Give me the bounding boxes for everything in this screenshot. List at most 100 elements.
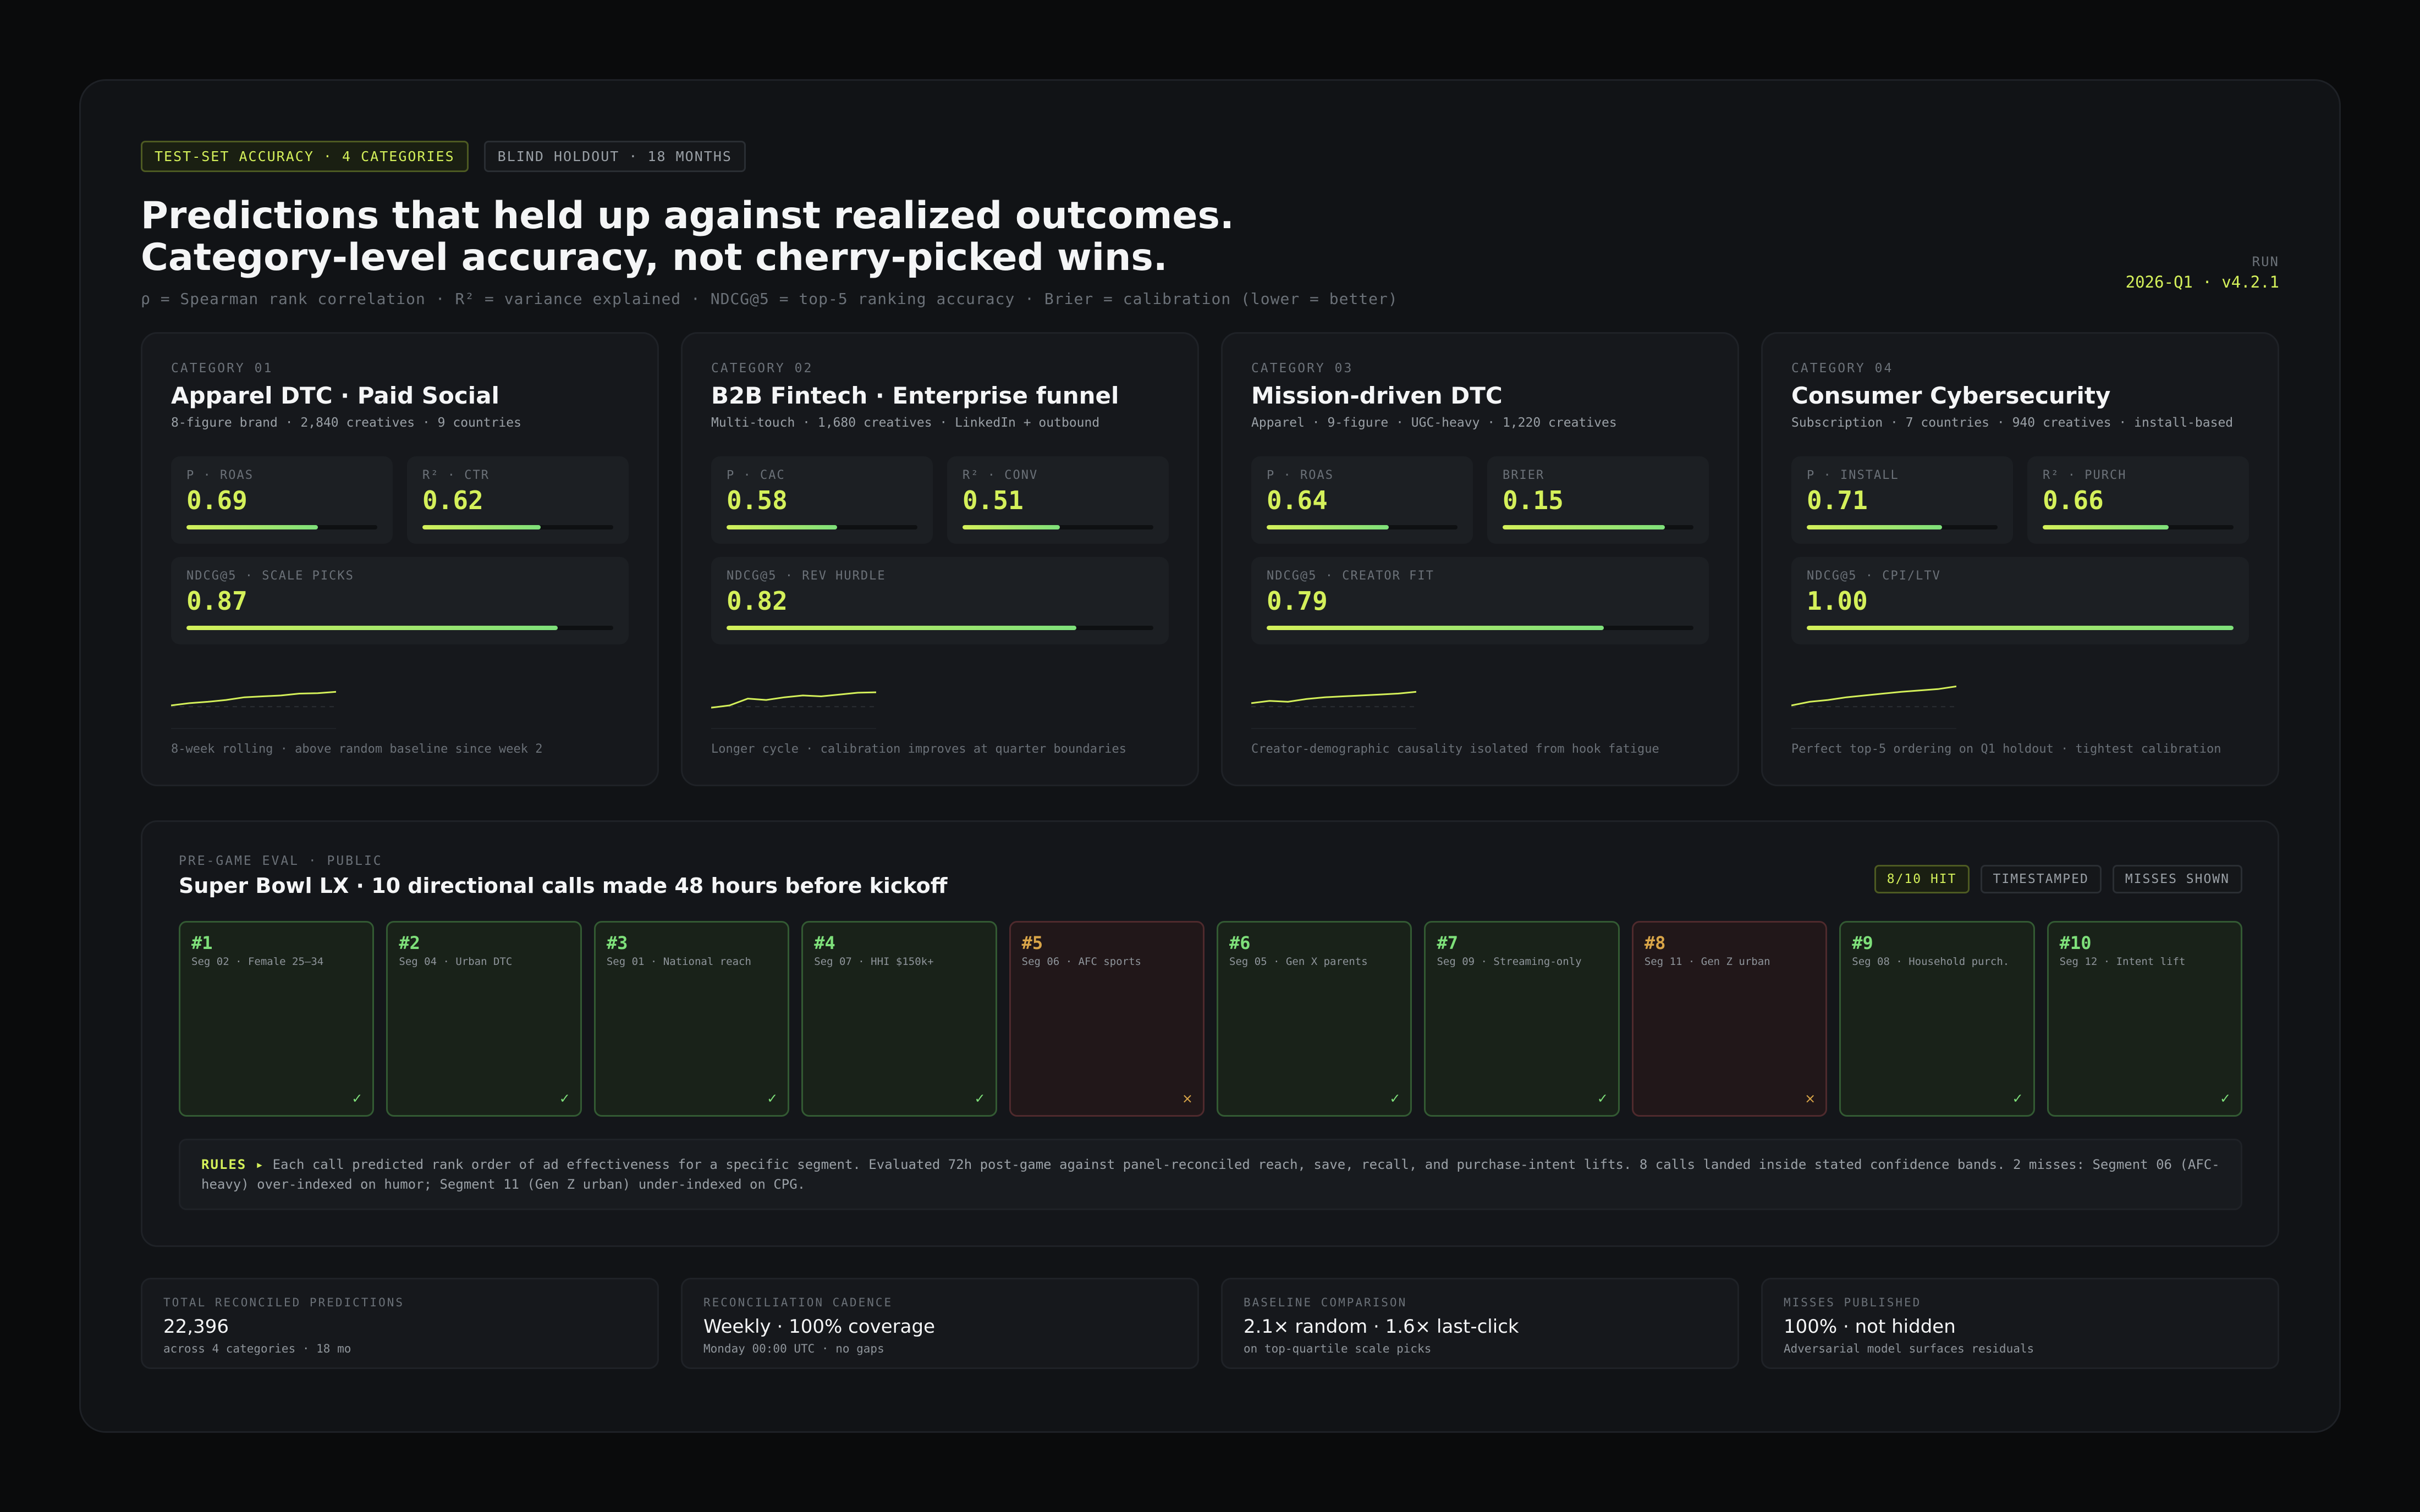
metric-value: 0.15 [1503, 485, 1564, 515]
misses-shown-pill: MISSES SHOWN [2112, 865, 2242, 893]
sparkline-series [1251, 691, 1416, 704]
metric-bar [1503, 525, 1693, 529]
rules-note: RULES ▸ Each call predicted rank order o… [179, 1139, 2242, 1210]
check-icon: ✓ [559, 1091, 570, 1106]
metric-bar-fill [422, 525, 541, 529]
stat-value: 22,396 [163, 1316, 229, 1338]
metric-primary: Ρ · ROAS 0.64 [1251, 456, 1473, 544]
timestamped-pill: TIMESTAMPED [1980, 865, 2102, 893]
card-footnote: 8-week rolling · above random baseline s… [171, 742, 543, 756]
card-footnote: Creator-demographic causality isolated f… [1251, 742, 1659, 756]
card-title: Consumer Cybersecurity [1791, 382, 2111, 409]
metric-bar [1267, 626, 1693, 630]
call-card[interactable]: #7 Seg 09 · Streaming-only ✓ [1424, 921, 1620, 1117]
cross-icon: × [1181, 1091, 1194, 1106]
metric-value: 0.66 [2043, 485, 2104, 515]
sparkline-chart [1251, 691, 1416, 729]
call-card[interactable]: #6 Seg 05 · Gen X parents ✓ [1217, 921, 1412, 1117]
metric-label: NDCG@5 · CREATOR FIT [1267, 569, 1434, 583]
metric-bar [727, 525, 917, 529]
stat-label: BASELINE COMPARISON [1244, 1296, 1407, 1309]
metric-secondary: R² · PURCH 0.66 [2027, 456, 2249, 544]
metric-bar-fill [963, 525, 1060, 529]
stat-value: 2.1× random · 1.6× last-click [1244, 1316, 1519, 1338]
call-segment: Seg 09 · Streaming-only [1437, 956, 1582, 968]
accuracy-pill: TEST-SET ACCURACY · 4 CATEGORIES [141, 141, 469, 172]
metric-row: Ρ · INSTALL 0.71 R² · PURCH 0.66 [1791, 456, 2249, 544]
stat-baseline: BASELINE COMPARISON 2.1× random · 1.6× l… [1221, 1278, 1739, 1369]
call-card[interactable]: #8 Seg 11 · Gen Z urban × [1631, 921, 1828, 1117]
stat-sub: Adversarial model surfaces residuals [1784, 1342, 2034, 1355]
superbowl-panel: PRE-GAME EVAL · PUBLIC Super Bowl LX · 1… [141, 820, 2279, 1247]
metric-ndcg: NDCG@5 · REV HURDLE 0.82 [711, 557, 1169, 644]
metric-bar-fill [1503, 525, 1665, 529]
run-info: RUN 2026-Q1 · v4.2.1 [2126, 254, 2279, 291]
calls-grid: #1 Seg 02 · Female 25–34 ✓ #2 Seg 04 · Urban… [179, 921, 2243, 1117]
card-footnote: Perfect top-5 ordering on Q1 holdout · t… [1791, 742, 2221, 756]
metric-primary: Ρ · INSTALL 0.71 [1791, 456, 2013, 544]
call-number: #10 [2059, 932, 2092, 953]
holdout-pill: BLIND HOLDOUT · 18 MONTHS [483, 141, 746, 172]
metric-label: BRIER [1503, 468, 1545, 482]
call-card[interactable]: #2 Seg 04 · Urban DTC ✓ [386, 921, 582, 1117]
call-number: #4 [814, 932, 835, 953]
cross-icon: × [1805, 1091, 1816, 1106]
call-card[interactable]: #4 Seg 07 · HHI $150k+ ✓ [801, 921, 997, 1117]
call-segment: Seg 01 · National reach [606, 956, 751, 968]
call-card[interactable]: #1 Seg 02 · Female 25–34 ✓ [179, 921, 375, 1117]
rules-text: Each call predicted rank order of ad eff… [201, 1157, 2220, 1192]
stat-cadence: RECONCILIATION CADENCE Weekly · 100% cov… [681, 1278, 1199, 1369]
call-card[interactable]: #10 Seg 12 · Intent lift ✓ [2047, 921, 2243, 1117]
call-card[interactable]: #9 Seg 08 · Household purch. ✓ [1839, 921, 2035, 1117]
superbowl-eyebrow: PRE-GAME EVAL · PUBLIC [179, 854, 383, 868]
sparkline-series [1791, 685, 1956, 707]
metric-bar [2043, 525, 2234, 529]
call-segment: Seg 12 · Intent lift [2059, 956, 2186, 968]
metric-value: 1.00 [1807, 586, 1868, 616]
card-footnote: Longer cycle · calibration improves at q… [711, 742, 1126, 756]
call-segment: Seg 06 · AFC sports [1021, 956, 1141, 968]
metric-label: R² · CONV [963, 468, 1038, 482]
metric-label: Ρ · ROAS [186, 468, 254, 482]
card-eyebrow: CATEGORY 01 [171, 361, 273, 376]
metric-bar [1807, 525, 1998, 529]
metric-bar-fill [1807, 626, 2234, 630]
sparkline-series [171, 691, 336, 707]
metric-value: 0.58 [727, 485, 788, 515]
metric-bar [422, 525, 613, 529]
sparkline-series [711, 691, 876, 709]
category-card[interactable]: CATEGORY 03 Mission-driven DTC Apparel ·… [1221, 332, 1739, 786]
check-icon: ✓ [351, 1091, 363, 1106]
page-title: Predictions that held up against realize… [141, 195, 2279, 279]
superbowl-pills: 8/10 HIT TIMESTAMPED MISSES SHOWN [1874, 865, 2242, 893]
metric-bar-fill [727, 525, 838, 529]
metric-bar [1267, 525, 1458, 529]
metric-secondary: BRIER 0.15 [1487, 456, 1709, 544]
metric-bar-fill [727, 626, 1077, 630]
call-card[interactable]: #3 Seg 01 · National reach ✓ [593, 921, 790, 1117]
call-card[interactable]: #5 Seg 06 · AFC sports × [1009, 921, 1205, 1117]
category-card[interactable]: CATEGORY 01 Apparel DTC · Paid Social 8-… [141, 332, 659, 786]
metric-ndcg: NDCG@5 · SCALE PICKS 0.87 [171, 557, 629, 644]
metric-bar [186, 626, 613, 630]
metric-bar-fill [186, 626, 558, 630]
metric-bar-fill [1267, 626, 1604, 630]
call-segment: Seg 04 · Urban DTC [399, 956, 513, 968]
metric-value: 0.62 [422, 485, 483, 515]
card-subtitle: 8-figure brand · 2,840 creatives · 9 cou… [171, 416, 521, 430]
call-number: #6 [1229, 932, 1251, 953]
title-line-1: Predictions that held up against realize… [141, 194, 1234, 238]
check-icon: ✓ [2012, 1091, 2023, 1106]
card-eyebrow: CATEGORY 03 [1251, 361, 1354, 376]
card-title: Apparel DTC · Paid Social [171, 382, 499, 409]
category-card[interactable]: CATEGORY 04 Consumer Cybersecurity Subsc… [1761, 332, 2279, 786]
call-segment: Seg 08 · Household purch. [1852, 956, 2010, 968]
run-version: 2026-Q1 · v4.2.1 [2125, 273, 2279, 291]
stat-sub: across 4 categories · 18 mo [163, 1342, 351, 1355]
card-subtitle: Multi-touch · 1,680 creatives · LinkedIn… [711, 416, 1100, 430]
metric-value: 0.82 [727, 586, 788, 616]
metric-value: 0.71 [1807, 485, 1868, 515]
category-card[interactable]: CATEGORY 02 B2B Fintech · Enterprise fun… [681, 332, 1199, 786]
metric-label: NDCG@5 · SCALE PICKS [186, 569, 354, 583]
metric-label: NDCG@5 · CPI/LTV [1807, 569, 1941, 583]
